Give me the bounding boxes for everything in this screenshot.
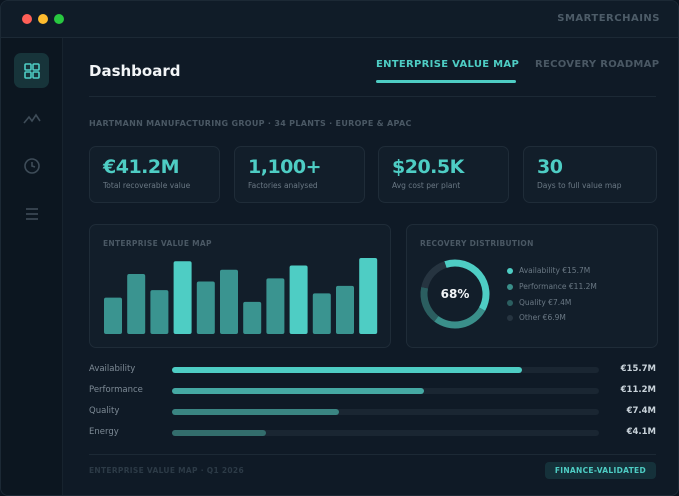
bar bbox=[336, 285, 354, 334]
bar bbox=[173, 261, 192, 334]
progress-fill bbox=[172, 430, 266, 436]
bar bbox=[243, 301, 262, 334]
breakdown-row-energy: Energy €4.1M bbox=[89, 427, 656, 441]
kpi-card-factories: 1,100+ Factories analysed bbox=[234, 146, 365, 203]
bar bbox=[196, 281, 215, 334]
legend-label: Other €6.9M bbox=[519, 313, 566, 322]
progress-fill bbox=[172, 367, 523, 373]
breakdown-row-quality: Quality €7.4M bbox=[89, 406, 656, 420]
kpi-value: €41.2M bbox=[103, 156, 180, 178]
close-button[interactable] bbox=[22, 14, 32, 24]
divider bbox=[89, 454, 656, 455]
legend-swatch bbox=[507, 283, 513, 290]
progress-fill bbox=[172, 409, 339, 415]
main-content: Dashboard ENTERPRISE VALUE MAP RECOVERY … bbox=[63, 38, 678, 495]
legend-item: Quality €7.4M bbox=[507, 298, 571, 307]
kpi-label: Total recoverable value bbox=[103, 181, 191, 190]
sidebar-item-dashboard[interactable] bbox=[14, 53, 49, 88]
grid-icon bbox=[23, 62, 40, 79]
legend-item: Performance €11.2M bbox=[507, 282, 597, 291]
footer-label: ENTERPRISE VALUE MAP · Q1 2026 bbox=[89, 466, 244, 475]
tab-recovery-roadmap[interactable]: RECOVERY ROADMAP bbox=[535, 59, 660, 70]
bar bbox=[359, 258, 378, 334]
chart-title: ENTERPRISE VALUE MAP bbox=[103, 239, 212, 248]
kpi-card-cost: $20.5K Avg cost per plant bbox=[378, 146, 509, 203]
bar bbox=[127, 274, 146, 334]
donut-slice bbox=[444, 259, 490, 311]
clock-icon bbox=[23, 157, 40, 174]
row-value: €4.1M bbox=[626, 427, 656, 437]
breakdown-row-availability: Availability €15.7M bbox=[89, 364, 656, 378]
kpi-label: Avg cost per plant bbox=[392, 181, 461, 190]
kpi-card-recoverable: €41.2M Total recoverable value bbox=[89, 146, 220, 203]
row-label: Performance bbox=[89, 385, 143, 395]
row-label: Quality bbox=[89, 406, 120, 416]
active-tab-indicator bbox=[376, 80, 516, 83]
legend-swatch bbox=[507, 299, 513, 306]
value-map-chart-card: ENTERPRISE VALUE MAP bbox=[89, 224, 391, 348]
kpi-value: $20.5K bbox=[392, 156, 464, 178]
row-value: €7.4M bbox=[626, 406, 656, 416]
legend-swatch bbox=[507, 267, 513, 274]
bar bbox=[150, 290, 169, 334]
donut-slice bbox=[420, 287, 439, 322]
bar bbox=[266, 278, 285, 334]
kpi-label: Days to full value map bbox=[537, 181, 622, 190]
tab-enterprise-value-map[interactable]: ENTERPRISE VALUE MAP bbox=[376, 59, 520, 70]
legend-label: Availability €15.7M bbox=[519, 266, 591, 275]
finance-validated-badge: FINANCE-VALIDATED bbox=[544, 462, 656, 479]
legend-label: Quality €7.4M bbox=[519, 298, 572, 307]
legend-label: Performance €11.2M bbox=[519, 282, 597, 291]
brand-logo: SMARTERCHAINS bbox=[557, 13, 660, 24]
donut-slice bbox=[434, 307, 486, 329]
kpi-label: Factories analysed bbox=[248, 181, 318, 190]
sidebar-item-analytics[interactable] bbox=[14, 101, 49, 136]
row-value: €11.2M bbox=[620, 385, 656, 395]
chart-title: RECOVERY DISTRIBUTION bbox=[420, 239, 534, 248]
sidebar-item-history[interactable] bbox=[14, 148, 49, 183]
bar bbox=[220, 269, 238, 334]
progress-fill bbox=[172, 388, 424, 394]
row-label: Energy bbox=[89, 427, 119, 437]
row-label: Availability bbox=[89, 364, 136, 374]
bar bbox=[312, 293, 331, 334]
divider bbox=[89, 96, 656, 97]
donut-slice bbox=[421, 261, 447, 289]
kpi-value: 1,100+ bbox=[248, 156, 322, 178]
sidebar-item-menu[interactable] bbox=[14, 196, 49, 231]
activity-icon bbox=[22, 113, 41, 124]
progress-track bbox=[172, 430, 599, 436]
page-title: Dashboard bbox=[89, 62, 181, 80]
minimize-button[interactable] bbox=[38, 14, 48, 24]
recovery-distribution-card: RECOVERY DISTRIBUTION 68% Availability €… bbox=[406, 224, 658, 348]
bar-chart bbox=[104, 258, 378, 334]
menu-icon bbox=[25, 207, 38, 220]
kpi-value: 30 bbox=[537, 156, 563, 178]
breakdown-row-performance: Performance €11.2M bbox=[89, 385, 656, 399]
legend-item: Availability €15.7M bbox=[507, 266, 590, 275]
sidebar bbox=[1, 38, 63, 495]
bar bbox=[104, 297, 122, 334]
title-bar: SMARTERCHAINS bbox=[1, 1, 678, 38]
bar bbox=[289, 265, 308, 334]
kpi-card-days: 30 Days to full value map bbox=[523, 146, 657, 203]
donut-center-label: 68% bbox=[440, 287, 470, 301]
progress-track bbox=[172, 388, 599, 394]
row-value: €15.7M bbox=[620, 364, 656, 374]
legend-item: Other €6.9M bbox=[507, 313, 566, 322]
company-subtitle: HARTMANN MANUFACTURING GROUP · 34 PLANTS… bbox=[89, 119, 412, 128]
legend-swatch bbox=[507, 314, 513, 321]
donut-chart bbox=[420, 259, 490, 329]
maximize-button[interactable] bbox=[54, 14, 64, 24]
progress-track bbox=[172, 367, 599, 373]
progress-track bbox=[172, 409, 599, 415]
